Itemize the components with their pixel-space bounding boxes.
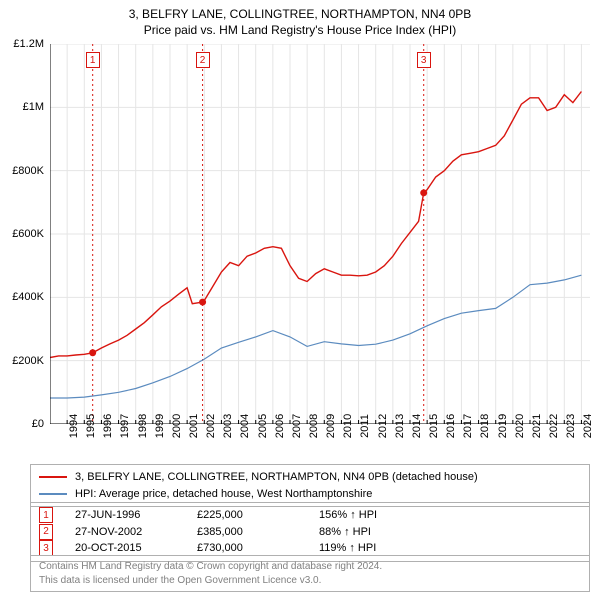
- marker-table-row: 2 27-NOV-2002 £385,000 88% ↑ HPI: [39, 524, 581, 541]
- chart-titles: 3, BELFRY LANE, COLLINGTREE, NORTHAMPTON…: [0, 0, 600, 38]
- attribution-footer: Contains HM Land Registry data © Crown c…: [30, 555, 590, 592]
- marker-badge: 2: [39, 524, 53, 540]
- marker-badge: 3: [39, 540, 53, 556]
- x-axis-labels: 1994199519961997199819992000200120022003…: [50, 426, 590, 466]
- chart-marker-badge: 1: [86, 52, 100, 68]
- footer-line-1: Contains HM Land Registry data © Crown c…: [39, 560, 581, 574]
- y-tick-label: £0: [32, 418, 44, 430]
- chart-plot-area: 1 2 3: [50, 44, 590, 424]
- legend-row: HPI: Average price, detached house, West…: [39, 486, 581, 503]
- y-tick-label: £600K: [12, 228, 44, 240]
- y-tick-label: £1M: [23, 101, 44, 113]
- y-tick-label: £400K: [12, 291, 44, 303]
- legend-label: 3, BELFRY LANE, COLLINGTREE, NORTHAMPTON…: [75, 469, 478, 486]
- chart-marker-badge: 3: [417, 52, 431, 68]
- marker-price: £225,000: [197, 507, 297, 524]
- marker-hpi-pct: 88% ↑ HPI: [319, 524, 419, 541]
- marker-date: 27-JUN-1996: [75, 507, 175, 524]
- marker-hpi-pct: 156% ↑ HPI: [319, 507, 419, 524]
- chart-marker-badge: 2: [196, 52, 210, 68]
- marker-badge: 1: [39, 507, 53, 523]
- x-tick-label: 2025: [581, 414, 600, 438]
- marker-date: 27-NOV-2002: [75, 524, 175, 541]
- legend-swatch: [39, 476, 67, 478]
- y-tick-label: £200K: [12, 355, 44, 367]
- y-axis-labels: £0£200K£400K£600K£800K£1M£1.2M: [0, 44, 48, 424]
- legend-swatch: [39, 493, 67, 495]
- footer-line-2: This data is licensed under the Open Gov…: [39, 574, 581, 588]
- legend-row: 3, BELFRY LANE, COLLINGTREE, NORTHAMPTON…: [39, 469, 581, 486]
- marker-price: £385,000: [197, 524, 297, 541]
- chart-svg: [50, 44, 590, 424]
- y-tick-label: £1.2M: [13, 38, 44, 50]
- legend: 3, BELFRY LANE, COLLINGTREE, NORTHAMPTON…: [30, 464, 590, 507]
- marker-table: 1 27-JUN-1996 £225,000 156% ↑ HPI 2 27-NOV-20…: [30, 502, 590, 562]
- legend-label: HPI: Average price, detached house, West…: [75, 486, 372, 503]
- marker-table-row: 1 27-JUN-1996 £225,000 156% ↑ HPI: [39, 507, 581, 524]
- title-line-1: 3, BELFRY LANE, COLLINGTREE, NORTHAMPTON…: [0, 6, 600, 22]
- y-tick-label: £800K: [12, 165, 44, 177]
- title-line-2: Price paid vs. HM Land Registry's House …: [0, 22, 600, 38]
